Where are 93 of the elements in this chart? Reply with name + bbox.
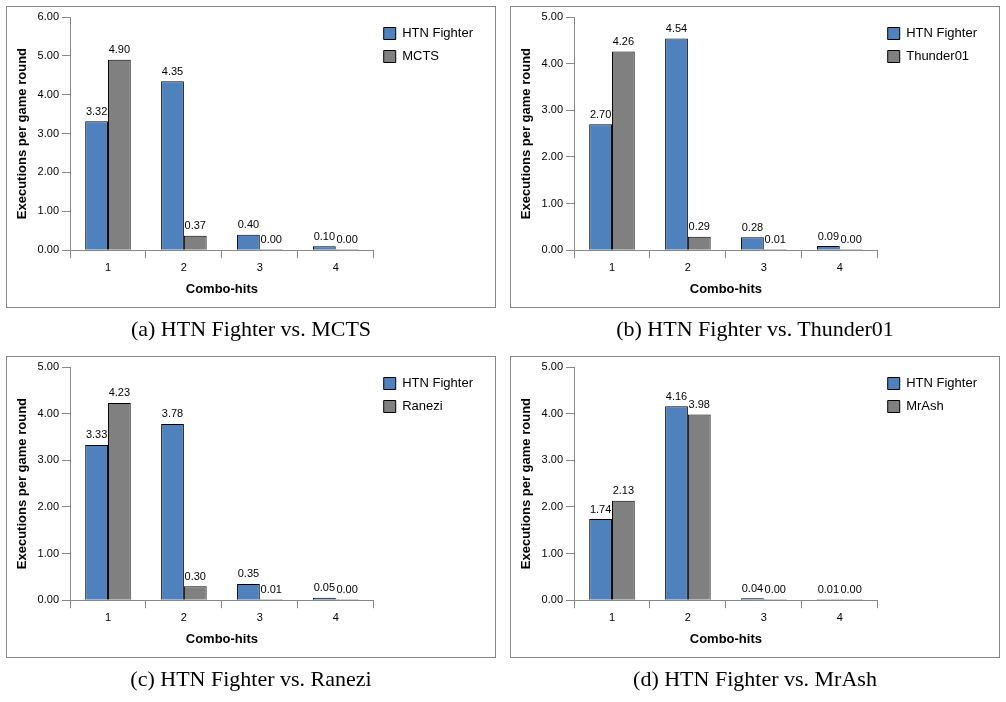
y-tick-label: 1.00 [37, 204, 60, 217]
x-tick-label: 4 [332, 260, 339, 273]
data-label: 0.04 [741, 581, 764, 594]
y-tick-label: 3.00 [541, 453, 564, 466]
y-axis-title: Executions per game round [14, 47, 30, 220]
legend-label: Ranezi [402, 398, 443, 414]
x-tick-label: 4 [332, 610, 339, 623]
y-tick-label: 4.00 [37, 406, 60, 419]
data-label: 0.00 [840, 582, 862, 595]
data-label: 0.35 [237, 567, 260, 580]
x-tick-label: 4 [836, 610, 843, 623]
data-label: 2.70 [589, 107, 612, 120]
data-label: 0.05 [313, 581, 336, 594]
legend-label: HTN Fighter [402, 375, 474, 391]
data-label: 0.00 [764, 582, 786, 595]
y-tick-label: 3.00 [37, 126, 60, 139]
text: (a) HTN Fighter vs. MCTS [129, 316, 373, 342]
y-tick-label: 0.00 [541, 593, 564, 606]
legend-label: HTN Fighter [402, 25, 474, 41]
y-tick-label: 3.00 [37, 453, 60, 466]
text: (d) HTN Fighter vs. MrAsh [632, 666, 878, 692]
y-tick-label: 1.00 [541, 546, 564, 559]
y-axis-title: Executions per game round [518, 397, 534, 570]
data-label: 0.01 [764, 232, 786, 245]
y-tick-label: 4.00 [541, 56, 564, 69]
data-label: 4.35 [161, 64, 184, 77]
data-label: 4.90 [108, 43, 131, 56]
x-axis-title: Combo-hits [185, 280, 258, 296]
y-tick-label: 5.00 [37, 48, 60, 61]
y-tick-label: 3.00 [541, 103, 564, 116]
legend-label: MCTS [402, 48, 440, 64]
y-tick-label: 1.00 [541, 196, 564, 209]
x-tick-label: 3 [256, 610, 263, 623]
data-label: 3.32 [85, 104, 108, 117]
data-label: 0.28 [741, 220, 764, 233]
x-axis-title: Combo-hits [689, 630, 762, 646]
y-tick-label: 4.00 [541, 406, 564, 419]
text: (c) HTN Fighter vs. Ranezi [129, 666, 373, 692]
y-tick-label: 0.00 [37, 593, 60, 606]
data-label: 4.16 [665, 389, 688, 402]
x-tick-label: 3 [760, 260, 767, 273]
data-label: 0.09 [817, 229, 840, 242]
x-tick-label: 3 [256, 260, 263, 273]
x-tick-label: 2 [684, 610, 691, 623]
x-tick-label: 1 [104, 260, 112, 273]
x-axis-title: Combo-hits [185, 630, 258, 646]
y-tick-label: 0.00 [37, 243, 60, 256]
data-label: 0.30 [184, 569, 206, 582]
data-label: 0.40 [237, 218, 260, 231]
text: (b) HTN Fighter vs. Thunder01 [615, 316, 895, 342]
legend-label: HTN Fighter [906, 25, 978, 41]
data-label: 0.10 [313, 229, 336, 242]
x-tick-label: 3 [760, 610, 767, 623]
data-label: 0.00 [260, 232, 282, 245]
data-label: 0.00 [840, 232, 862, 245]
y-tick-label: 5.00 [541, 10, 564, 23]
y-tick-label: 2.00 [541, 499, 564, 512]
data-label: 0.00 [336, 582, 358, 595]
y-tick-label: 2.00 [541, 149, 564, 162]
y-tick-label: 5.00 [541, 360, 564, 373]
y-tick-label: 6.00 [37, 10, 60, 23]
data-label: 4.23 [108, 386, 131, 399]
y-tick-label: 0.00 [541, 243, 564, 256]
x-tick-label: 4 [836, 260, 843, 273]
y-tick-label: 2.00 [37, 165, 60, 178]
x-tick-label: 2 [180, 260, 187, 273]
y-tick-label: 5.00 [37, 360, 60, 373]
x-tick-label: 1 [608, 260, 616, 273]
data-label: 0.01 [817, 582, 840, 595]
data-label: 0.29 [688, 220, 710, 233]
data-label: 1.74 [589, 502, 612, 515]
data-label: 3.33 [85, 428, 108, 441]
data-label: 0.01 [260, 582, 282, 595]
x-axis-title: Combo-hits [689, 280, 762, 296]
data-label: 3.78 [161, 407, 184, 420]
y-tick-label: 1.00 [37, 546, 60, 559]
legend-label: MrAsh [906, 398, 944, 414]
data-label: 3.98 [688, 398, 710, 411]
data-label: 4.26 [612, 35, 635, 48]
legend-label: HTN Fighter [906, 375, 978, 391]
data-label: 0.37 [184, 219, 206, 232]
x-tick-label: 1 [608, 610, 616, 623]
y-axis-title: Executions per game round [518, 47, 534, 220]
y-axis-title: Executions per game round [14, 397, 30, 570]
data-label: 0.00 [336, 232, 358, 245]
y-tick-label: 4.00 [37, 87, 60, 100]
x-tick-label: 2 [684, 260, 691, 273]
x-tick-label: 1 [104, 610, 112, 623]
legend-label: Thunder01 [906, 48, 970, 64]
data-label: 2.13 [612, 484, 635, 497]
data-label: 4.54 [665, 21, 688, 34]
x-tick-label: 2 [180, 610, 187, 623]
y-tick-label: 2.00 [37, 499, 60, 512]
